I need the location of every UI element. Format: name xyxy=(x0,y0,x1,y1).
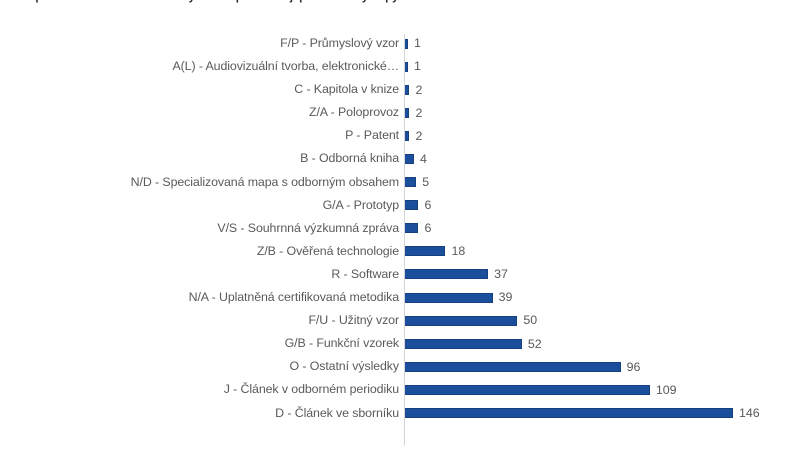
bar-container: 50 xyxy=(405,309,537,332)
category-label: F/U - Užitný vzor xyxy=(308,313,399,328)
chart-row: J - Článek v odborném periodiku 109 xyxy=(0,378,800,401)
bar-container: 37 xyxy=(405,263,508,286)
bar-value-label: 2 xyxy=(415,128,423,143)
bar[interactable] xyxy=(405,269,489,280)
bar[interactable] xyxy=(405,130,410,141)
bar-value-label: 5 xyxy=(422,174,430,189)
category-label: O - Ostatní výsledky xyxy=(289,359,399,374)
bar-value-label: 6 xyxy=(424,221,432,236)
category-label: V/S - Souhrnná výzkumná zpráva xyxy=(217,220,399,235)
bar[interactable] xyxy=(405,38,408,49)
bar-value-label: 1 xyxy=(414,36,421,51)
bar[interactable] xyxy=(405,154,414,165)
chart-row: R - Software 37 xyxy=(0,263,800,286)
bar-container: 4 xyxy=(405,147,427,170)
bar-value-label: 96 xyxy=(626,359,641,374)
chart-bar-rows: F/P - Průmyslový vzor 1 A(L) - Audiovizuál… xyxy=(0,32,800,425)
bar[interactable] xyxy=(405,338,522,349)
category-label: Z/B - Ověřená technologie xyxy=(256,243,399,258)
bar-value-label: 39 xyxy=(498,290,513,305)
chart-row: G/A - Prototyp 6 xyxy=(0,194,800,217)
bar-value-label: 6 xyxy=(424,198,432,212)
category-axis-line xyxy=(404,34,405,446)
chart-row: V/S - Souhrnná výzkumná zpráva 6 xyxy=(0,217,800,240)
chart-row: F/U - Užitný vzor 50 xyxy=(0,309,800,332)
horizontal-bar-chart: F/P - Průmyslový vzor 1 A(L) - Audiovizuál… xyxy=(0,32,800,449)
chart-plot-area: F/P - Průmyslový vzor 1 A(L) - Audiovizuál… xyxy=(0,32,800,449)
chart-row: O - Ostatní výsledky 96 xyxy=(0,355,800,378)
bar-value-label: 1 xyxy=(414,59,421,74)
chart-row: B - Odborná kniha 4 xyxy=(0,147,800,170)
chart-row: Z/B - Ověřená technologie 18 xyxy=(0,240,800,263)
chart-row: A(L) - Audiovizuální tvorba, elektronick… xyxy=(0,55,800,78)
chart-row: N/A - Uplatněná certifikovaná metodika 39 xyxy=(0,286,800,309)
bar-container: 6 xyxy=(405,217,431,240)
bar-container: 39 xyxy=(405,286,512,309)
bar-container: 1 xyxy=(405,55,421,78)
bar-value-label: 50 xyxy=(523,313,538,328)
bar-container: 146 xyxy=(405,402,760,425)
bar-container: 2 xyxy=(405,124,422,147)
bar-container: 5 xyxy=(405,171,429,194)
bar-container: 6 xyxy=(405,194,431,217)
bar-value-label: 52 xyxy=(527,336,542,351)
bar-container: 1 xyxy=(405,32,421,55)
bar-value-label: 37 xyxy=(494,267,508,282)
bar[interactable] xyxy=(405,200,419,211)
category-label: D - Článek ve sborníku xyxy=(275,405,399,420)
bar[interactable] xyxy=(405,361,621,372)
bar-value-label: 18 xyxy=(451,244,466,259)
category-label: B - Odborná kniha xyxy=(300,151,399,166)
bar[interactable] xyxy=(405,384,650,395)
category-label: Z/A - Poloprovoz xyxy=(309,105,399,120)
bar-container: 96 xyxy=(405,355,640,378)
chart-row: P - Patent 2 xyxy=(0,124,800,147)
bar-value-label: 2 xyxy=(415,82,423,97)
bar-container: 2 xyxy=(405,101,422,124)
category-label: F/P - Průmyslový vzor xyxy=(280,36,399,50)
category-label: G/A - Prototyp xyxy=(322,197,400,212)
chart-row: C - Kapitola v knize 2 xyxy=(0,78,800,101)
bar[interactable] xyxy=(405,107,410,118)
category-label: N/D - Specializovaná mapa s odborným obs… xyxy=(130,174,399,189)
bar[interactable] xyxy=(405,315,518,326)
category-label: G/B - Funkční vzorek xyxy=(284,336,399,351)
bar-value-label: 109 xyxy=(655,382,677,397)
page-top-caption: v předchozím roce. Polovina vykázaná pře… xyxy=(26,0,766,5)
chart-row: N/D - Specializovaná mapa s odborným obs… xyxy=(0,171,800,194)
bar[interactable] xyxy=(405,61,408,72)
bar-container: 2 xyxy=(405,78,422,101)
category-label: C - Kapitola v knize xyxy=(294,82,399,97)
chart-row: G/B - Funkční vzorek 52 xyxy=(0,332,800,355)
bar-container: 52 xyxy=(405,332,542,355)
bar[interactable] xyxy=(405,408,733,419)
chart-row: D - Článek ve sborníku 146 xyxy=(0,402,800,425)
bar[interactable] xyxy=(405,246,446,257)
bar-container: 18 xyxy=(405,240,465,263)
bar[interactable] xyxy=(405,292,493,303)
bar-value-label: 4 xyxy=(419,151,427,166)
bar-value-label: 146 xyxy=(739,405,760,420)
bar[interactable] xyxy=(405,223,419,234)
category-label: R - Software xyxy=(331,266,399,281)
category-label: A(L) - Audiovizuální tvorba, elektronick… xyxy=(172,59,399,74)
category-label: N/A - Uplatněná certifikovaná metodika xyxy=(188,290,400,305)
bar-value-label: 2 xyxy=(415,105,423,120)
chart-row: F/P - Průmyslový vzor 1 xyxy=(0,32,800,55)
category-label: P - Patent xyxy=(345,128,399,143)
bar[interactable] xyxy=(405,84,410,95)
category-label: J - Článek v odborném periodiku xyxy=(223,382,399,397)
bar[interactable] xyxy=(405,177,417,188)
bar-container: 109 xyxy=(405,378,677,401)
chart-row: Z/A - Poloprovoz 2 xyxy=(0,101,800,124)
